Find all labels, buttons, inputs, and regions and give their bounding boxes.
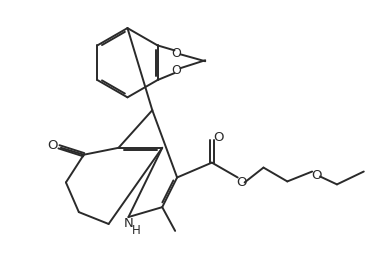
- Text: O: O: [311, 169, 322, 182]
- Text: O: O: [236, 176, 247, 189]
- Text: H: H: [132, 224, 141, 237]
- Text: O: O: [171, 64, 181, 77]
- Text: O: O: [213, 131, 224, 144]
- Text: O: O: [47, 139, 57, 152]
- Text: N: N: [124, 217, 133, 230]
- Text: O: O: [171, 47, 181, 60]
